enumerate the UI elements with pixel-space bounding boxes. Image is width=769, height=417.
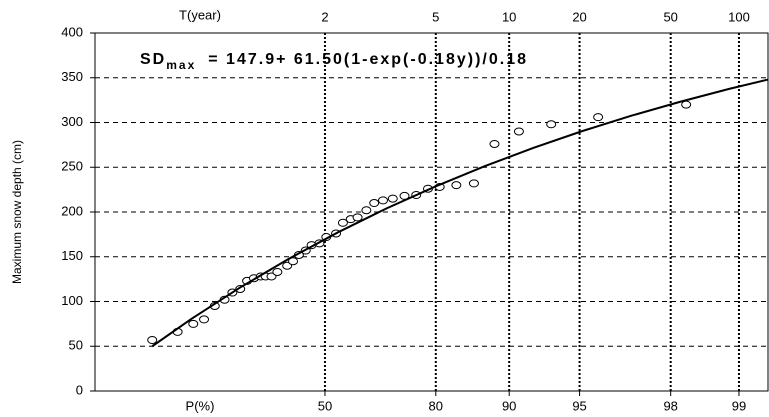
data-point	[352, 213, 363, 222]
data-point	[288, 257, 299, 266]
data-point	[337, 218, 348, 227]
fit-curve	[151, 78, 769, 348]
x-tick-label: 50	[318, 398, 332, 413]
data-point	[468, 179, 479, 188]
x-tick-label: 98	[663, 398, 677, 413]
x-axis-label: P(%)	[186, 398, 215, 413]
data-point	[188, 319, 199, 328]
data-point	[377, 196, 388, 205]
x2-axis-label: T(year)	[179, 7, 221, 22]
data-point	[361, 206, 372, 215]
y-axis-label: Maximum snow depth (cm)	[10, 140, 24, 284]
x2-tick-label: 10	[502, 9, 516, 24]
equation: SDmax = 147.9+ 61.50(1-exp(-0.18y))/0.18	[140, 51, 528, 72]
x2-tick-label: 50	[663, 9, 677, 24]
data-point	[199, 315, 210, 324]
data-point	[681, 100, 692, 109]
x-tick-label: 95	[572, 398, 586, 413]
x2-tick-label: 20	[572, 9, 586, 24]
y-tick-label: 300	[61, 114, 83, 129]
equation-subscript: max	[166, 58, 196, 72]
data-point	[489, 139, 500, 148]
x-tick-label: 80	[429, 398, 443, 413]
data-point	[369, 199, 380, 208]
equation-part: SD	[140, 51, 166, 68]
y-tick-label: 200	[61, 203, 83, 218]
y-tick-label: 250	[61, 159, 83, 174]
y-tick-label: 350	[61, 69, 83, 84]
x-tick-label: 90	[502, 398, 516, 413]
y-tick-label: 0	[76, 382, 83, 397]
data-point	[387, 194, 398, 203]
y-tick-label: 400	[61, 24, 83, 39]
plot-frame	[94, 32, 769, 392]
x2-tick-label: 100	[728, 9, 750, 24]
data-point	[513, 127, 524, 136]
x2-tick-label: 2	[321, 9, 328, 24]
y-tick-label: 100	[61, 293, 83, 308]
equation-part: = 147.9+ 61.50(1-exp(-0.18y))/0.18	[208, 51, 528, 68]
x-tick-label: 99	[732, 398, 746, 413]
y-tick-label: 150	[61, 248, 83, 263]
x2-tick-label: 5	[432, 9, 439, 24]
y-tick-label: 50	[69, 338, 83, 353]
data-point	[147, 335, 158, 344]
data-point	[593, 113, 604, 122]
data-point	[451, 181, 462, 190]
data-point	[546, 120, 557, 129]
data-point	[272, 267, 283, 276]
